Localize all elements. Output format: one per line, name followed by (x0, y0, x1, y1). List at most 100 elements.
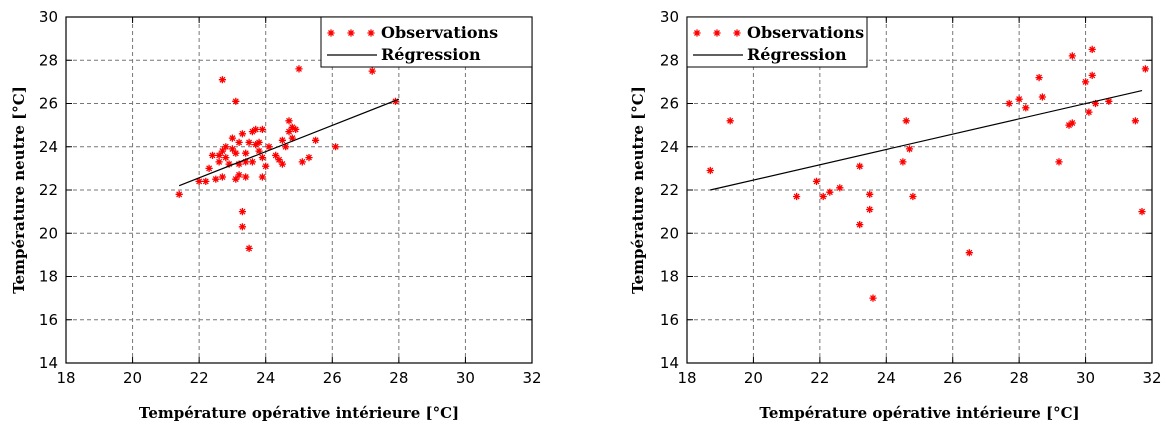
data-point (812, 177, 821, 185)
data-point (391, 97, 400, 105)
x-tick-label: 24 (256, 369, 275, 387)
y-tick-label: 18 (660, 268, 679, 286)
data-point (332, 143, 340, 151)
data-point (1131, 117, 1139, 125)
y-tick-label: 26 (39, 95, 58, 113)
y-tick-label: 24 (39, 138, 58, 156)
data-point (1088, 45, 1096, 53)
x-tick-label: 28 (1010, 369, 1029, 387)
x-tick-label: 24 (877, 369, 896, 387)
data-point (902, 117, 910, 125)
data-point (215, 158, 223, 166)
y-tick-label: 22 (39, 181, 58, 199)
data-point (248, 128, 256, 136)
data-point (252, 141, 260, 149)
data-point (258, 125, 266, 133)
y-tick-label: 22 (660, 181, 679, 199)
y-tick-label: 30 (39, 8, 58, 26)
legend: Observations Régression (320, 16, 533, 68)
y-tick-label: 28 (39, 51, 58, 69)
x-tick-label: 18 (56, 369, 75, 387)
legend-marker-observations (347, 29, 355, 37)
data-point (856, 221, 864, 229)
data-point (368, 67, 376, 75)
data-point (866, 190, 874, 198)
x-tick-label: 28 (389, 369, 408, 387)
data-point (242, 158, 250, 166)
regression-line (710, 89, 1143, 191)
x-tick-label: 22 (190, 369, 209, 387)
data-point (1088, 71, 1096, 79)
legend: Observations Régression (686, 16, 868, 68)
data-point (793, 192, 801, 201)
y-axis-label: Température neutre [°C] (629, 86, 647, 294)
data-point (819, 192, 827, 201)
data-point (228, 134, 236, 142)
data-point (1082, 78, 1090, 86)
data-point (235, 171, 243, 179)
y-tick-label: 16 (660, 311, 679, 329)
data-point (856, 162, 864, 170)
x-tick-label: 30 (456, 369, 475, 387)
data-point (242, 149, 250, 157)
legend-label-observations: Observations (747, 23, 864, 42)
data-point (272, 151, 280, 159)
data-point (265, 143, 273, 151)
data-point (288, 123, 296, 131)
legend-label-observations: Observations (381, 23, 498, 42)
y-tick-label: 14 (660, 354, 679, 372)
x-tick-label: 20 (744, 369, 763, 387)
data-point (238, 130, 246, 138)
data-point (826, 188, 834, 196)
data-point (235, 138, 243, 146)
data-point (1035, 74, 1043, 82)
data-point (175, 190, 183, 198)
data-point (232, 175, 240, 183)
y-axis-label: Température neutre [°C] (10, 86, 28, 294)
x-tick-label: 18 (677, 369, 696, 387)
data-point (255, 147, 263, 155)
data-point (258, 154, 266, 162)
data-point (218, 147, 226, 155)
data-point (909, 192, 917, 201)
data-point (285, 128, 293, 136)
data-point (218, 173, 226, 181)
data-point (208, 151, 217, 159)
y-tick-label: 18 (39, 268, 58, 286)
data-point (278, 160, 286, 168)
data-point (836, 184, 844, 192)
data-point (242, 173, 250, 181)
data-point (228, 145, 236, 153)
data-point (258, 173, 266, 181)
x-axis-label: Température opérative intérieure [°C] (139, 404, 459, 422)
data-point (245, 244, 253, 252)
data-point (1038, 93, 1046, 101)
data-point (869, 294, 877, 302)
data-point (298, 158, 306, 166)
data-point (292, 125, 300, 133)
legend-label-regression: Régression (747, 45, 847, 64)
x-tick-label: 30 (1076, 369, 1095, 387)
x-tick-label: 20 (123, 369, 142, 387)
y-tick-label: 26 (660, 95, 679, 113)
data-point (248, 158, 256, 166)
data-point (1138, 208, 1146, 216)
data-point (205, 164, 213, 172)
data-point (225, 160, 233, 168)
data-point (245, 138, 253, 146)
data-point (275, 156, 283, 164)
data-point (706, 166, 714, 175)
y-tick-label: 28 (660, 51, 679, 69)
legend-marker-observations (327, 29, 335, 37)
data-point (195, 177, 203, 185)
data-point (278, 136, 286, 144)
data-point (202, 177, 210, 185)
data-point (899, 158, 907, 166)
data-point (215, 151, 223, 159)
data-point (312, 136, 320, 144)
plot-frame (686, 16, 1153, 364)
y-tick-label: 20 (39, 224, 58, 242)
data-point (905, 145, 914, 153)
data-point (1068, 119, 1076, 127)
